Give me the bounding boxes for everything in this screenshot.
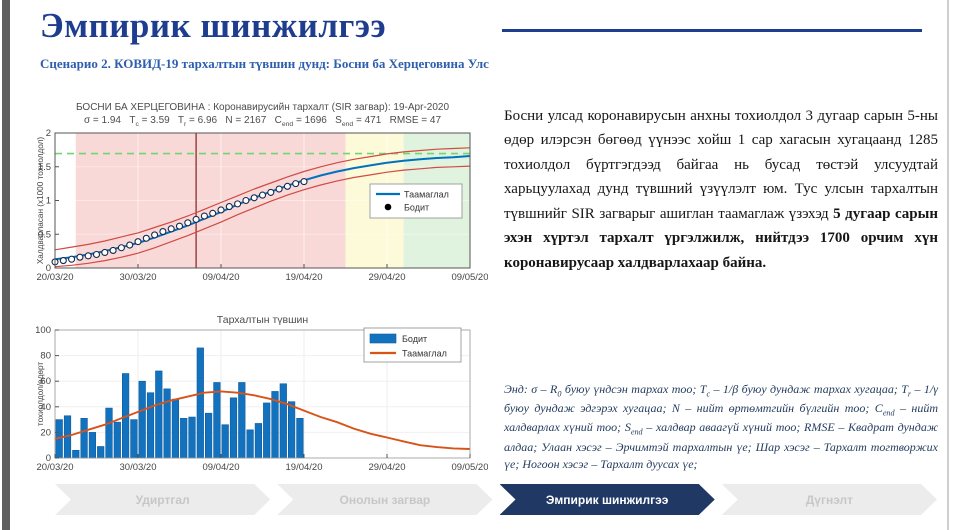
phase-zone — [55, 133, 76, 268]
bottom-chart-legend: Бодит Таамаглал — [363, 327, 462, 363]
top-chart-legend: Таамаглал Бодит — [369, 183, 463, 219]
svg-text:29/04/20: 29/04/20 — [369, 462, 406, 473]
svg-text:30/03/20: 30/03/20 — [120, 272, 157, 283]
legend-note: Энд: σ – R0 буюу үндсэн тархах тоо; Tc –… — [504, 382, 938, 471]
page-subtitle: Сценарио 2. КОВИД-19 тархалтын түвшин ду… — [40, 56, 489, 71]
svg-text:20/03/20: 20/03/20 — [37, 272, 74, 283]
series-upper-bound — [54, 147, 471, 251]
plot-box — [54, 329, 471, 459]
daily-cases-plot: 20/03/20 30/03/20 09/04/20 19/04/20 29/04/20… — [36, 325, 488, 473]
svg-text:29/04/20: 29/04/20 — [369, 272, 406, 283]
svg-text:Таамаглал: Таамаглал — [402, 349, 447, 359]
top-y-axis-label: Халдварласан (x1000 тохиолдол) — [36, 137, 45, 265]
svg-text:100: 100 — [36, 325, 51, 336]
nav-item-label: Удиртгал — [135, 492, 190, 507]
nav-item-label: Онолын загвар — [339, 492, 431, 507]
nav-item-1[interactable]: Удиртгал — [55, 484, 270, 515]
svg-text:2: 2 — [46, 128, 51, 139]
daily-bars — [55, 347, 304, 459]
analysis-paragraph: Босни улсад коронавирусын анхны тохиолдо… — [504, 108, 938, 271]
series-lower-bound — [54, 165, 471, 268]
progress-nav: Удиртгал Онолын загвар Эмпирик шинжилгээ Дү… — [55, 484, 937, 515]
svg-text:09/05/20: 09/05/20 — [452, 462, 488, 473]
svg-text:20/03/20: 20/03/20 — [37, 462, 74, 473]
svg-text:19/04/20: 19/04/20 — [286, 272, 323, 283]
svg-text:Бодит: Бодит — [404, 203, 429, 213]
daily-cases-chart: 20/03/20 30/03/20 09/04/20 19/04/20 29/04/20… — [36, 312, 488, 480]
svg-text:0.5: 0.5 — [38, 229, 51, 240]
nav-item-label: Эмпирик шинжилгээ — [545, 492, 669, 507]
nav-item-3[interactable]: Эмпирик шинжилгээ — [500, 484, 715, 515]
svg-text:0: 0 — [46, 453, 51, 464]
top-chart-params: σ = 1.94 Tc = 3.59 Tr = 6.96 N = 2167 Ce… — [83, 115, 442, 128]
series-actual-points — [51, 178, 308, 266]
svg-text:20: 20 — [40, 427, 51, 438]
bottom-y-axis-label: тохиолдол/өдөрт — [36, 362, 45, 426]
svg-text:09/05/20: 09/05/20 — [452, 272, 488, 283]
svg-text:09/04/20: 09/04/20 — [203, 462, 240, 473]
top-chart-title: БОСНИ БА ХЕРЦЕГОВИНА : Коронавирусийн та… — [75, 102, 450, 113]
left-edge-strip — [2, 0, 10, 530]
sir-cumulative-chart: 20/03/20 30/03/20 09/04/20 19/04/20 29/04/20… — [36, 98, 488, 291]
svg-text:80: 80 — [40, 351, 51, 362]
svg-text:1: 1 — [46, 196, 51, 207]
svg-text:Таамаглал: Таамаглал — [404, 190, 449, 200]
nav-item-2[interactable]: Онолын загвар — [277, 484, 492, 515]
svg-text:Бодит: Бодит — [402, 334, 427, 344]
title-rule — [502, 29, 922, 32]
bottom-chart-title: Тархалтын түвшин — [216, 314, 309, 326]
sir-cumulative-plot: 20/03/20 30/03/20 09/04/20 19/04/20 29/04/20… — [36, 128, 488, 283]
svg-text:09/04/20: 09/04/20 — [203, 272, 240, 283]
right-edge-line — [947, 0, 949, 530]
page-title: Эмпирик шинжилгээ — [40, 6, 387, 45]
svg-text:40: 40 — [40, 402, 51, 413]
nav-item-4[interactable]: Дүгнэлт — [722, 484, 937, 515]
svg-text:30/03/20: 30/03/20 — [120, 462, 157, 473]
svg-text:0: 0 — [46, 263, 51, 274]
svg-text:19/04/20: 19/04/20 — [286, 462, 323, 473]
daily-forecast-curve — [54, 390, 471, 450]
svg-text:1.5: 1.5 — [38, 162, 51, 173]
nav-item-label: Дүгнэлт — [805, 492, 854, 507]
svg-text:60: 60 — [40, 376, 51, 387]
